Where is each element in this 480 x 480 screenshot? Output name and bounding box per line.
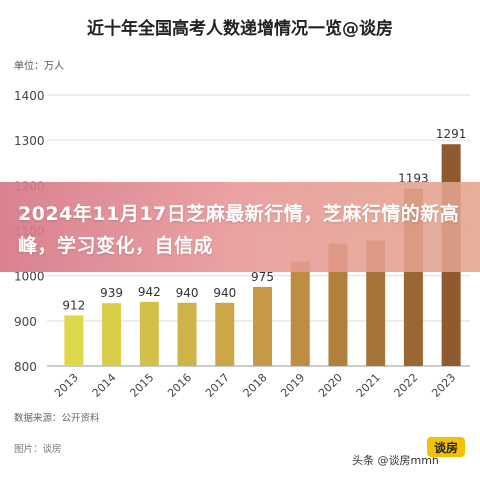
- y-tick-label: 800: [14, 360, 37, 374]
- data-label-2015: 942: [138, 285, 161, 299]
- bar-2015: [139, 301, 159, 366]
- x-tick-label: 2023: [429, 371, 458, 400]
- x-tick-label: 2014: [90, 371, 119, 400]
- data-label-2016: 940: [176, 286, 199, 300]
- data-label-2017: 940: [213, 286, 236, 300]
- logo-text: 谈房: [434, 440, 458, 455]
- data-label-2014: 939: [100, 286, 123, 300]
- x-tick-label: 2020: [316, 371, 345, 400]
- data-label-2013: 912: [62, 298, 85, 312]
- brand-logo-icon: 谈房: [427, 437, 465, 457]
- bar-2017: [215, 302, 235, 366]
- x-tick-label: 2015: [127, 371, 156, 400]
- watermark: 头条 @谈房mmh: [352, 454, 439, 467]
- bar-2013: [64, 315, 84, 366]
- x-tick-label: 2013: [52, 371, 81, 400]
- data-label-2023: 1291: [436, 127, 467, 141]
- data-source: 数据来源：公开资料: [14, 413, 100, 424]
- unit-label: 单位：万人: [14, 61, 64, 72]
- bar-2016: [177, 302, 197, 366]
- x-tick-label: 2017: [203, 371, 232, 400]
- x-tick-label: 2019: [278, 371, 307, 400]
- y-tick-label: 1000: [14, 270, 45, 284]
- article-title[interactable]: 2024年11月17日芝麻最新行情，芝麻行情的新高峰，学习变化，自信成: [18, 203, 460, 257]
- x-tick-label: 2018: [241, 371, 270, 400]
- y-tick-label: 900: [14, 315, 37, 329]
- x-tick-label: 2022: [392, 371, 421, 400]
- bar-2020: [328, 243, 348, 366]
- y-tick-label: 1400: [14, 89, 45, 103]
- y-tick-label: 1300: [14, 134, 45, 148]
- data-label-2022: 1193: [398, 171, 429, 185]
- x-tick-label: 2016: [165, 371, 194, 400]
- bar-2019: [290, 261, 310, 366]
- chart-title: 近十年全国高考人数递增情况一览@谈房: [87, 19, 393, 39]
- data-label-2018: 975: [251, 270, 274, 284]
- article-title-banner[interactable]: 2024年11月17日芝麻最新行情，芝麻行情的新高峰，学习变化，自信成: [0, 182, 480, 272]
- bar-2018: [253, 286, 272, 366]
- x-tick-label: 2021: [354, 371, 383, 400]
- image-credit: 图片：谈房: [14, 444, 62, 455]
- bar-2014: [102, 303, 122, 366]
